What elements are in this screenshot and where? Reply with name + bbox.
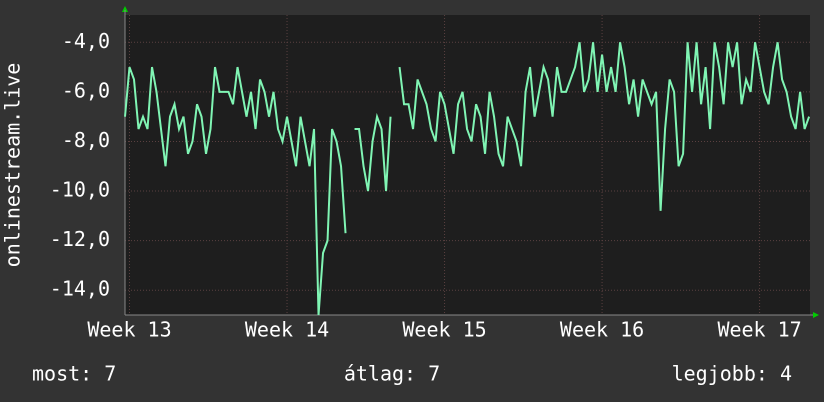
x-tick-label: Week 17: [717, 318, 801, 342]
y-tick-label: -6,0: [62, 78, 110, 102]
y-tick-label: -12,0: [50, 227, 110, 251]
x-tick-label: Week 16: [560, 318, 644, 342]
axis-arrow: [813, 312, 819, 318]
y-tick-label: -8,0: [62, 128, 110, 152]
y-tick-label: -4,0: [62, 29, 110, 53]
plot-area: [125, 15, 810, 315]
stat: legjobb: 4: [672, 362, 792, 386]
y-tick-label: -10,0: [50, 178, 110, 202]
x-tick-label: Week 14: [245, 318, 329, 342]
x-tick-label: Week 15: [402, 318, 486, 342]
x-tick-label: Week 13: [87, 318, 171, 342]
y-axis-label: onlinestream.live: [1, 63, 25, 268]
y-tick-label: -14,0: [50, 277, 110, 301]
axis-arrow: [122, 6, 128, 12]
stat: most: 7: [32, 362, 116, 386]
stat: átlag: 7: [344, 362, 440, 386]
data-line: [124, 42, 811, 316]
